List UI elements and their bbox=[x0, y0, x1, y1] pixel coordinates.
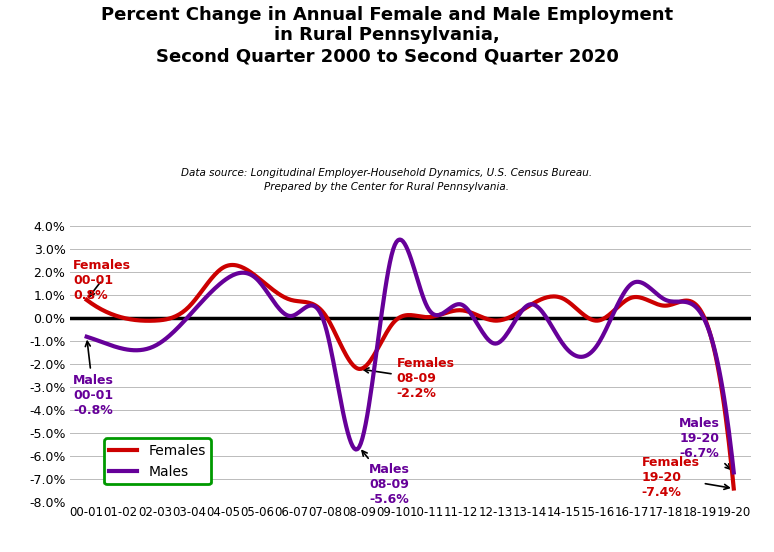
Text: Males
00-01
-0.8%: Males 00-01 -0.8% bbox=[73, 341, 114, 417]
Text: Percent Change in Annual Female and Male Employment
in Rural Pennsylvania,
Secon: Percent Change in Annual Female and Male… bbox=[101, 6, 673, 65]
Text: Females
19-20
-7.4%: Females 19-20 -7.4% bbox=[642, 457, 729, 500]
Text: Males
08-09
-5.6%: Males 08-09 -5.6% bbox=[362, 451, 410, 506]
Text: Females
08-09
-2.2%: Females 08-09 -2.2% bbox=[364, 358, 454, 400]
Text: Females
00-01
0.8%: Females 00-01 0.8% bbox=[73, 258, 131, 301]
Legend: Females, Males: Females, Males bbox=[104, 438, 211, 484]
Text: Data source: Longitudinal Employer-Household Dynamics, U.S. Census Bureau.: Data source: Longitudinal Employer-House… bbox=[181, 168, 593, 178]
Text: Prepared by the Center for Rural Pennsylvania.: Prepared by the Center for Rural Pennsyl… bbox=[265, 182, 509, 192]
Text: Males
19-20
-6.7%: Males 19-20 -6.7% bbox=[680, 417, 731, 469]
